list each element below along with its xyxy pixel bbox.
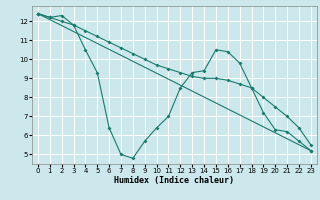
X-axis label: Humidex (Indice chaleur): Humidex (Indice chaleur)	[115, 176, 234, 185]
